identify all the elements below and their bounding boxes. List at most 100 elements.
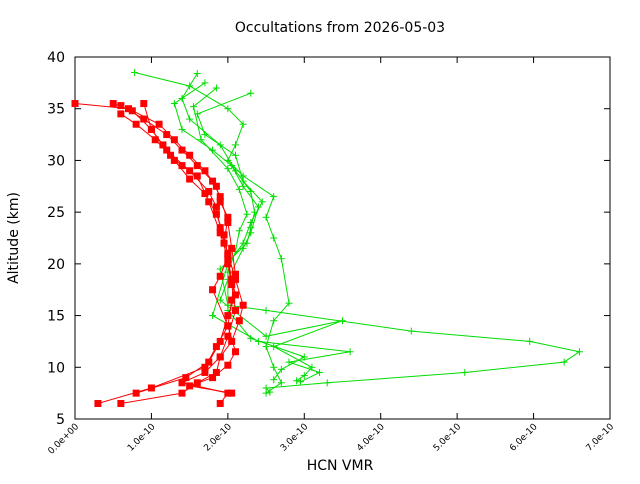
x-tick-label: 6.0e-10 xyxy=(508,422,540,454)
data-point-cross xyxy=(270,193,278,201)
chart-title: Occultations from 2026-05-03 xyxy=(235,20,445,36)
data-point-square xyxy=(201,363,209,371)
data-point-square xyxy=(216,193,224,201)
data-point-cross xyxy=(228,162,236,170)
data-point-square xyxy=(224,252,232,260)
data-point-cross xyxy=(212,84,220,92)
data-point-square xyxy=(151,136,159,144)
data-point-square xyxy=(228,281,236,289)
data-point-square xyxy=(232,291,239,299)
plot-area-frame xyxy=(74,56,611,420)
data-point-square xyxy=(239,301,247,309)
data-point-square xyxy=(216,229,224,237)
series-1 xyxy=(131,69,293,397)
data-point-square xyxy=(224,389,232,397)
data-point-cross xyxy=(262,332,270,340)
data-point-cross xyxy=(243,210,251,218)
data-point-cross xyxy=(316,368,324,376)
data-point-cross xyxy=(575,348,583,356)
data-point-square xyxy=(220,239,228,247)
data-point-square xyxy=(155,120,163,128)
data-point-cross xyxy=(224,105,232,113)
x-tick-label: 4.0e-10 xyxy=(355,422,387,454)
data-point-cross xyxy=(270,363,278,371)
data-point-square xyxy=(235,317,243,325)
data-point-cross xyxy=(186,115,194,123)
data-point-square xyxy=(228,296,236,304)
data-point-square xyxy=(212,368,220,376)
data-point-square xyxy=(224,213,232,221)
data-point-cross xyxy=(266,388,274,396)
data-point-square xyxy=(220,231,228,239)
data-point-cross xyxy=(339,317,346,325)
data-point-cross xyxy=(285,299,293,307)
data-point-cross xyxy=(262,384,270,392)
data-point-cross xyxy=(239,177,247,185)
data-point-square xyxy=(216,337,224,345)
y-tick-label: 25 xyxy=(47,205,65,221)
data-point-square xyxy=(125,105,132,113)
y-tick-label: 15 xyxy=(47,309,65,325)
series-line xyxy=(181,73,581,393)
data-point-cross xyxy=(346,348,354,356)
data-point-cross xyxy=(216,296,224,304)
series-line xyxy=(74,103,237,404)
data-point-cross xyxy=(235,227,243,235)
data-point-cross xyxy=(526,337,534,345)
data-point-cross xyxy=(247,334,255,342)
data-point-square xyxy=(117,110,125,118)
data-point-square xyxy=(159,141,167,149)
data-point-cross xyxy=(277,365,285,373)
x-tick-label: 2.0e-10 xyxy=(202,422,234,454)
series-line xyxy=(192,87,306,380)
data-point-square xyxy=(224,322,232,330)
data-point-square xyxy=(201,190,209,198)
y-axis-label: Altitude (km) xyxy=(6,192,22,284)
data-point-square xyxy=(117,399,125,407)
data-point-square xyxy=(212,343,220,351)
data-point-square xyxy=(228,244,236,252)
series-line xyxy=(120,113,237,394)
data-point-cross xyxy=(407,327,415,335)
data-point-square xyxy=(216,353,224,361)
data-point-cross xyxy=(201,79,209,87)
data-point-square xyxy=(224,332,232,340)
data-point-square xyxy=(178,389,186,397)
data-point-cross xyxy=(277,379,285,387)
series-3 xyxy=(170,79,346,385)
data-point-square xyxy=(209,286,217,294)
data-point-square xyxy=(132,120,140,128)
data-point-square xyxy=(186,382,194,390)
data-point-cross xyxy=(131,69,139,77)
data-point-square xyxy=(140,100,148,108)
data-point-cross xyxy=(239,239,247,247)
data-point-square xyxy=(205,187,213,195)
y-tick-label: 20 xyxy=(47,257,65,273)
x-tick-label: 5.0e-10 xyxy=(432,422,464,454)
data-point-square xyxy=(128,107,136,115)
data-point-square xyxy=(109,100,117,108)
data-point-square xyxy=(132,389,140,397)
data-point-square xyxy=(186,151,194,159)
data-point-square xyxy=(182,374,190,382)
data-point-cross xyxy=(270,317,278,325)
series-5 xyxy=(189,84,308,384)
data-point-cross xyxy=(270,376,278,384)
series-line xyxy=(97,105,237,404)
data-point-square xyxy=(224,218,232,226)
data-point-square xyxy=(232,306,239,314)
data-point-cross xyxy=(270,234,278,242)
data-point-cross xyxy=(258,198,266,206)
data-point-square xyxy=(224,260,232,268)
x-tick-label: 7.0e-10 xyxy=(585,422,617,454)
data-point-cross xyxy=(277,255,285,263)
data-point-square xyxy=(117,102,125,110)
data-point-square xyxy=(205,198,213,206)
data-point-cross xyxy=(560,358,568,366)
data-point-cross xyxy=(293,377,301,385)
data-point-cross xyxy=(201,131,209,139)
data-point-cross xyxy=(300,353,308,361)
data-point-cross xyxy=(232,141,239,149)
y-tick-label: 30 xyxy=(47,153,65,169)
